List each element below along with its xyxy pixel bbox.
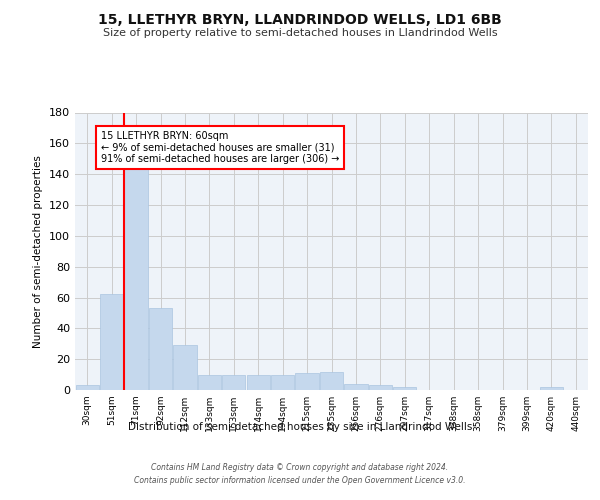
Text: 15 LLETHYR BRYN: 60sqm
← 9% of semi-detached houses are smaller (31)
91% of semi: 15 LLETHYR BRYN: 60sqm ← 9% of semi-deta… bbox=[101, 131, 339, 164]
Bar bbox=[320, 372, 343, 390]
Bar bbox=[540, 387, 563, 390]
Bar bbox=[393, 387, 416, 390]
Bar bbox=[149, 308, 172, 390]
Bar bbox=[173, 346, 197, 390]
Bar bbox=[295, 373, 319, 390]
Y-axis label: Number of semi-detached properties: Number of semi-detached properties bbox=[34, 155, 43, 348]
Text: Contains HM Land Registry data © Crown copyright and database right 2024.
Contai: Contains HM Land Registry data © Crown c… bbox=[134, 464, 466, 485]
Bar bbox=[76, 386, 99, 390]
Text: Distribution of semi-detached houses by size in Llandrindod Wells: Distribution of semi-detached houses by … bbox=[128, 422, 472, 432]
Bar bbox=[369, 386, 392, 390]
Bar bbox=[198, 374, 221, 390]
Bar bbox=[271, 374, 294, 390]
Text: Size of property relative to semi-detached houses in Llandrindod Wells: Size of property relative to semi-detach… bbox=[103, 28, 497, 38]
Text: 15, LLETHYR BRYN, LLANDRINDOD WELLS, LD1 6BB: 15, LLETHYR BRYN, LLANDRINDOD WELLS, LD1… bbox=[98, 12, 502, 26]
Bar bbox=[247, 374, 270, 390]
Bar bbox=[124, 164, 148, 390]
Bar bbox=[222, 374, 245, 390]
Bar bbox=[100, 294, 123, 390]
Bar bbox=[344, 384, 368, 390]
